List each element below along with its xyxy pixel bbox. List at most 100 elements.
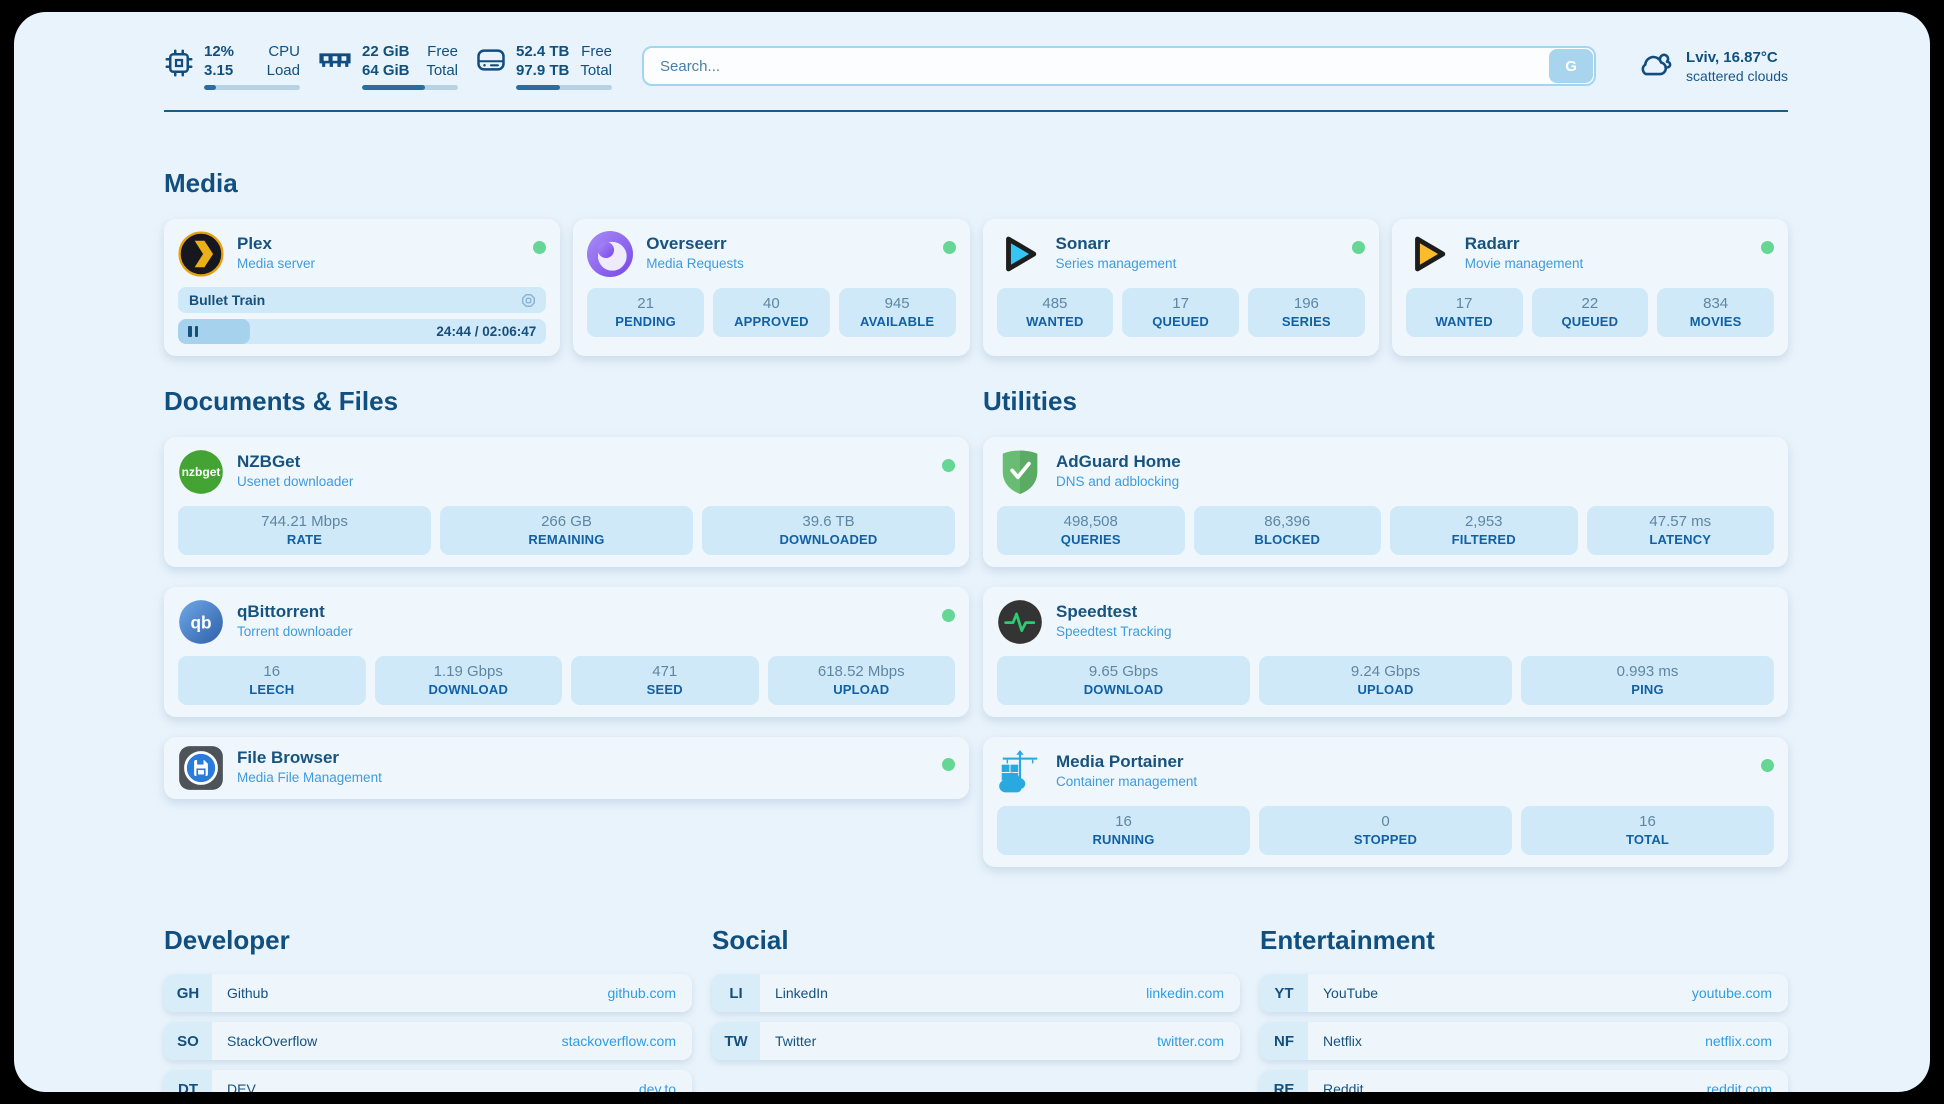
stat-approved: 40 APPROVED <box>713 288 830 337</box>
dashboard-page: 12% 3.15 CPU Load <box>14 12 1930 1092</box>
bookmark-linkedin[interactable]: LI LinkedIn linkedin.com <box>712 974 1240 1012</box>
search-input[interactable] <box>642 46 1597 86</box>
stat-wanted: 17 WANTED <box>1405 288 1523 337</box>
weather-location-temp: Lviv, 16.87°C <box>1686 48 1778 66</box>
bookmark-youtube[interactable]: YT YouTube youtube.com <box>1260 974 1788 1012</box>
stat-download: 1.19 Gbps DOWNLOAD <box>374 656 562 705</box>
radarr-icon <box>1406 231 1452 277</box>
app-card-portainer[interactable]: Media Portainer Container management 16 … <box>983 737 1788 867</box>
playback-progress-bar: 24:44 / 02:06:47 <box>178 319 547 344</box>
bookmark-abbr: GH <box>164 974 212 1012</box>
stat-running: 16 RUNNING <box>997 806 1250 855</box>
bookmark-name: Netflix <box>1323 1033 1362 1049</box>
bookmark-stackoverflow[interactable]: SO StackOverflow stackoverflow.com <box>164 1022 692 1060</box>
app-name: AdGuard Home <box>1056 452 1181 471</box>
section-title-utilities: Utilities <box>983 386 1077 416</box>
bookmark-url[interactable]: youtube.com <box>1691 985 1772 1001</box>
section-title-social: Social <box>712 925 789 955</box>
bookmark-url[interactable]: stackoverflow.com <box>561 1033 676 1049</box>
bookmark-github[interactable]: GH Github github.com <box>164 974 692 1012</box>
bookmark-name: Twitter <box>775 1033 817 1049</box>
stat-series: 196 SERIES <box>1248 288 1365 337</box>
adguard-icon <box>997 449 1043 495</box>
stat-wanted: 485 WANTED <box>996 288 1114 337</box>
bookmark-reddit[interactable]: RE Reddit reddit.com <box>1260 1070 1788 1092</box>
nzbget-icon: nzbget <box>178 449 224 495</box>
section-title-developer: Developer <box>164 925 290 955</box>
bookmark-url[interactable]: github.com <box>607 985 676 1001</box>
section-title-entertainment: Entertainment <box>1260 925 1435 955</box>
app-card-plex[interactable]: Plex Media server Bullet Train <box>164 219 561 356</box>
app-card-overseerr[interactable]: Overseerr Media Requests 21 PENDING 40 A… <box>573 219 970 356</box>
disk-values: 52.4 TB 97.9 TB <box>516 43 570 79</box>
app-name: Overseerr <box>646 234 727 253</box>
app-name: Plex <box>237 234 272 253</box>
cpu-labels: CPU Load <box>266 43 300 79</box>
app-name: Speedtest <box>1056 602 1138 621</box>
now-playing-title: Bullet Train <box>189 292 266 308</box>
qbittorrent-icon: qb <box>178 599 224 645</box>
app-card-nzbget[interactable]: nzbget NZBGet Usenet downloader 744.21 M… <box>164 437 969 567</box>
ram-values: 22 GiB 64 GiB <box>362 43 410 79</box>
app-card-speedtest[interactable]: Speedtest Speedtest Tracking 9.65 Gbps D… <box>983 587 1788 717</box>
ram-icon <box>318 48 352 78</box>
app-card-filebrowser[interactable]: File Browser Media File Management <box>164 737 969 799</box>
app-card-sonarr[interactable]: Sonarr Series management 485 WANTED 17 Q… <box>982 219 1379 356</box>
svg-text:qb: qb <box>190 612 211 632</box>
app-description: Media File Management <box>237 770 382 785</box>
weather-condition: scattered clouds <box>1686 67 1788 84</box>
stat-ping: 0.993 ms PING <box>1521 656 1774 705</box>
stat-total: 16 TOTAL <box>1521 806 1774 855</box>
disk-metric: 52.4 TB 97.9 TB Free Total <box>476 42 612 90</box>
status-online-dot <box>942 459 955 472</box>
bookmark-dev[interactable]: DT DEV dev.to <box>164 1070 692 1092</box>
app-card-qbittorrent[interactable]: qb qBittorrent Torrent downloader 16 LEE… <box>164 587 969 717</box>
top-bar: 12% 3.15 CPU Load <box>164 42 1788 90</box>
filebrowser-icon <box>178 745 224 791</box>
stat-rate: 744.21 Mbps RATE <box>178 506 431 555</box>
status-online-dot <box>533 241 547 254</box>
app-description: Container management <box>1056 774 1198 789</box>
app-card-radarr[interactable]: Radarr Movie management 17 WANTED 22 QUE… <box>1391 219 1788 356</box>
stat-leech: 16 LEECH <box>178 656 366 705</box>
plex-icon <box>178 231 224 277</box>
cog-icon[interactable] <box>520 292 537 309</box>
stat-queued: 22 QUEUED <box>1531 288 1649 337</box>
bookmark-url[interactable]: linkedin.com <box>1146 985 1224 1001</box>
status-online-dot <box>942 758 955 771</box>
cpu-chip-icon <box>164 48 194 83</box>
stat-upload: 618.52 Mbps UPLOAD <box>767 656 955 705</box>
search-engine-button[interactable]: G <box>1549 49 1594 83</box>
bookmark-twitter[interactable]: TW Twitter twitter.com <box>712 1022 1240 1060</box>
bookmark-name: LinkedIn <box>775 985 828 1001</box>
bookmark-url[interactable]: reddit.com <box>1706 1081 1772 1092</box>
bookmark-url[interactable]: netflix.com <box>1705 1033 1772 1049</box>
app-name: File Browser <box>237 748 340 767</box>
cpu-values: 12% 3.15 <box>204 43 235 79</box>
app-description: Movie management <box>1464 256 1584 271</box>
bookmark-url[interactable]: dev.to <box>638 1081 676 1092</box>
stat-queries: 498,508 QUERIES <box>997 506 1185 555</box>
stat-download: 9.65 Gbps DOWNLOAD <box>997 656 1250 705</box>
stat-latency: 47.57 ms LATENCY <box>1586 506 1774 555</box>
app-description: Media Requests <box>646 256 744 271</box>
stat-available: 945 AVAILABLE <box>838 288 956 337</box>
bookmark-name: Reddit <box>1323 1081 1364 1092</box>
section-title-media: Media <box>164 168 238 198</box>
app-description: Torrent downloader <box>237 624 353 639</box>
portainer-icon <box>997 749 1043 795</box>
stat-queued: 17 QUEUED <box>1122 288 1239 337</box>
ram-labels: Free Total <box>426 43 458 79</box>
ram-progress-bar <box>362 85 458 90</box>
app-name: Sonarr <box>1055 234 1111 253</box>
bookmark-url[interactable]: twitter.com <box>1157 1033 1224 1049</box>
app-card-adguard[interactable]: AdGuard Home DNS and adblocking 498,508 … <box>983 437 1788 567</box>
app-description: DNS and adblocking <box>1056 474 1180 489</box>
status-online-dot <box>1761 759 1774 772</box>
search-bar: G <box>642 46 1597 86</box>
stat-stopped: 0 STOPPED <box>1259 806 1512 855</box>
status-online-dot <box>942 609 955 622</box>
bookmark-netflix[interactable]: NF Netflix netflix.com <box>1260 1022 1788 1060</box>
weather-widget[interactable]: Lviv, 16.87°C scattered clouds <box>1636 48 1788 85</box>
speedtest-icon <box>997 599 1043 645</box>
